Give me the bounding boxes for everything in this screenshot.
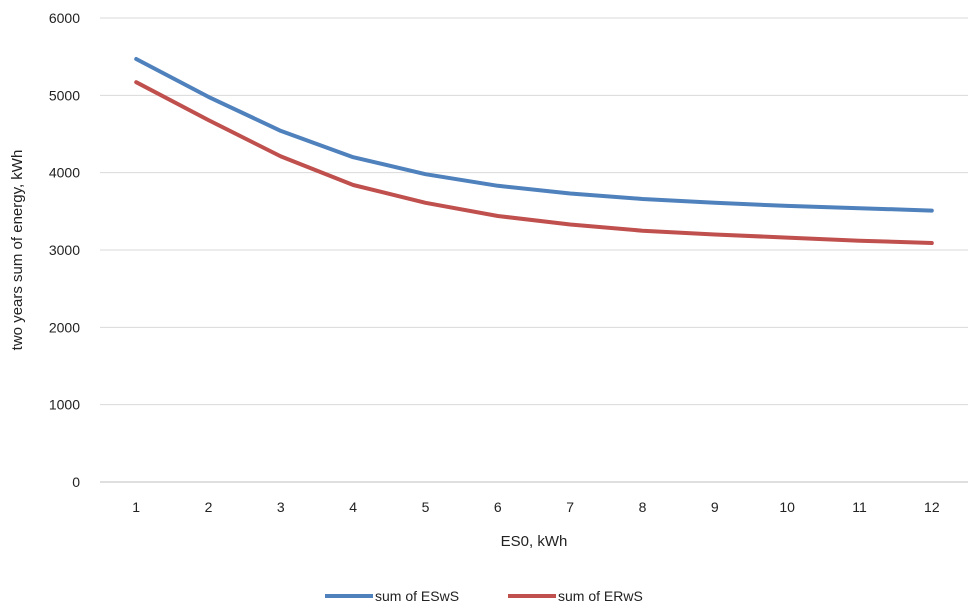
x-tick-label: 11: [852, 499, 867, 515]
x-tick-label: 1: [132, 499, 140, 515]
x-axis-title: ES0, kWh: [501, 533, 568, 550]
y-tick-label: 5000: [49, 87, 80, 103]
x-tick-label: 3: [277, 499, 285, 515]
legend: sum of ESwS sum of ERwS: [325, 588, 643, 604]
y-tick-label: 4000: [49, 165, 80, 181]
series-lines: [134, 57, 934, 245]
series-line-2: [134, 80, 934, 245]
x-tick-label: 10: [779, 499, 795, 515]
x-tick-label: 2: [205, 499, 213, 515]
legend-label-2: sum of ERwS: [558, 588, 643, 604]
legend-label-1: sum of ESwS: [375, 588, 459, 604]
y-tick-label: 1000: [49, 397, 80, 413]
series-line-1: [134, 57, 934, 213]
x-tick-label: 7: [566, 499, 574, 515]
x-axis-tick-labels: 1 2 3 4 5 6 7 8 9 10 11 12: [132, 499, 940, 515]
x-tick-label: 4: [349, 499, 357, 515]
y-axis-tick-labels: 0 1000 2000 3000 4000 5000 6000: [49, 10, 80, 490]
y-tick-label: 2000: [49, 319, 80, 335]
y-tick-label: 3000: [49, 242, 80, 258]
x-tick-label: 9: [711, 499, 719, 515]
x-tick-label: 6: [494, 499, 502, 515]
x-tick-label: 12: [924, 499, 940, 515]
x-tick-label: 8: [639, 499, 647, 515]
y-tick-label: 6000: [49, 10, 80, 26]
gridlines: [100, 17, 968, 406]
y-axis-title: two years sum of energy, kWh: [9, 150, 26, 351]
y-tick-label: 0: [72, 474, 80, 490]
x-tick-label: 5: [422, 499, 430, 515]
